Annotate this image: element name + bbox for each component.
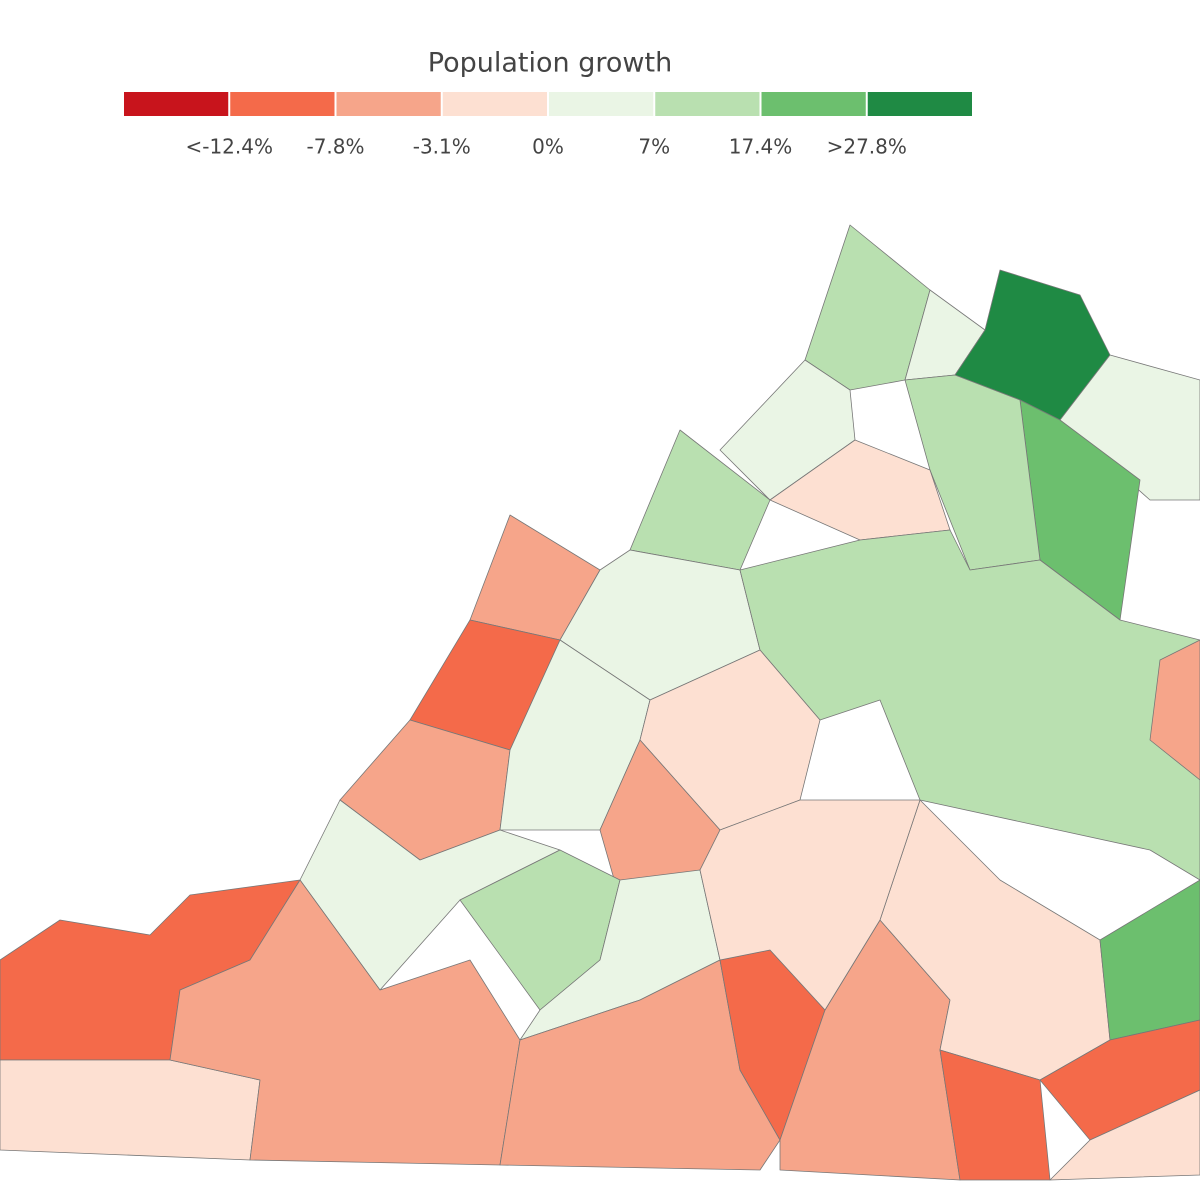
- legend-swatch: [442, 92, 547, 116]
- legend-swatch: [655, 92, 760, 116]
- county: [1039, 1019, 1200, 1141]
- virginia-map: [0, 224, 1200, 1181]
- county: [699, 799, 921, 1011]
- legend-swatch: [336, 92, 441, 116]
- legend-label: >27.8%: [827, 135, 907, 159]
- county: [1099, 879, 1200, 1041]
- legend-title: Population growth: [428, 48, 672, 79]
- legend-label: <-12.4%: [185, 135, 273, 159]
- legend-label: 0%: [532, 135, 564, 159]
- legend-swatch: [761, 92, 866, 116]
- county: [1059, 354, 1200, 501]
- legend-label: 17.4%: [729, 135, 793, 159]
- county: [804, 224, 931, 391]
- county: [1049, 1089, 1200, 1181]
- legend-label: -3.1%: [413, 135, 471, 159]
- legend: <-12.4% -7.8% -3.1% 0% 7% 17.4% >27.8%: [124, 92, 972, 159]
- legend-label: 7%: [638, 135, 670, 159]
- county: [739, 529, 1200, 881]
- legend-swatch: [867, 92, 972, 116]
- legend-swatch: [124, 92, 229, 116]
- county: [1149, 639, 1200, 781]
- county: [169, 879, 521, 1166]
- county: [0, 1059, 261, 1161]
- legend-swatch: [230, 92, 335, 116]
- legend-swatch: [549, 92, 654, 116]
- legend-label: -7.8%: [306, 135, 364, 159]
